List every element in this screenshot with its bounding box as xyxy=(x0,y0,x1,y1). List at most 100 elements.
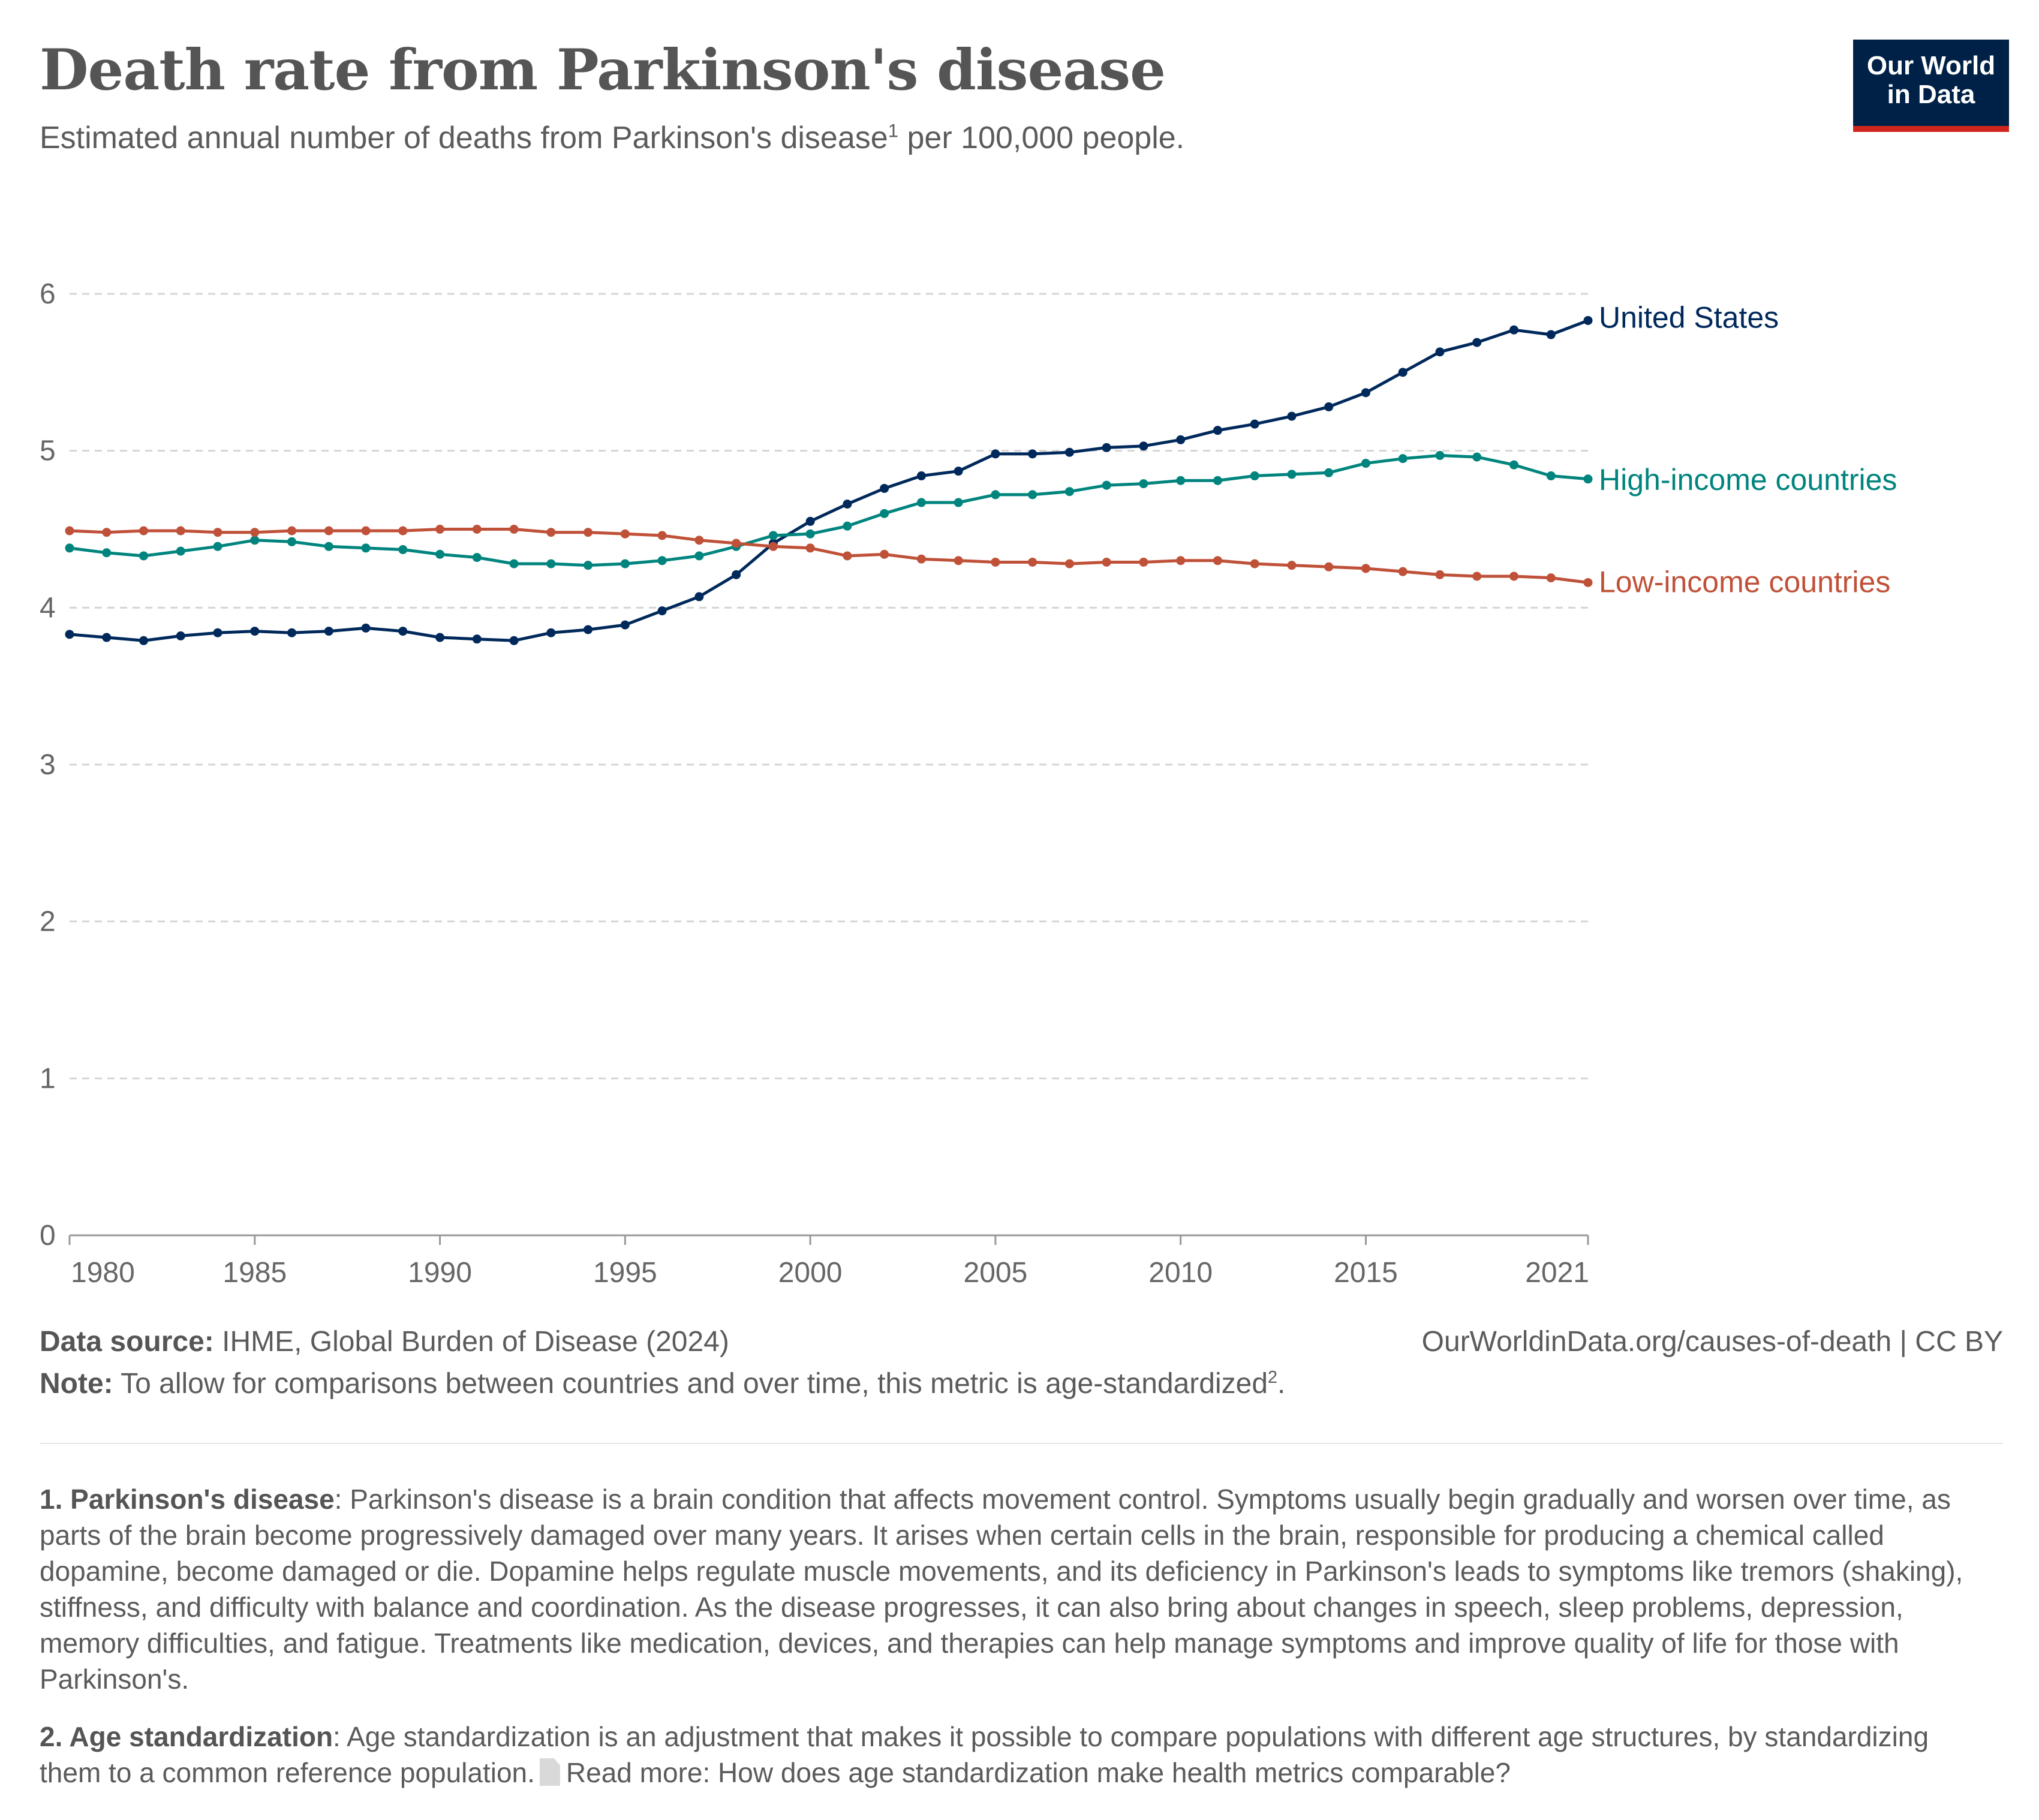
data-point xyxy=(805,529,815,539)
data-point xyxy=(250,536,260,545)
data-point xyxy=(1398,454,1408,464)
x-tick-label: 2015 xyxy=(1334,1257,1398,1289)
data-point xyxy=(1509,571,1518,581)
data-point xyxy=(1472,452,1482,462)
data-point xyxy=(102,528,112,537)
y-tick-label: 6 xyxy=(40,278,56,310)
data-point xyxy=(65,630,74,639)
data-point xyxy=(1546,471,1556,481)
logo-line-1: Our World xyxy=(1866,51,1996,80)
y-tick-label: 3 xyxy=(40,749,56,781)
x-tick-label: 1980 xyxy=(71,1257,135,1289)
data-point xyxy=(1472,571,1482,581)
data-point xyxy=(1472,338,1482,347)
data-point xyxy=(546,528,556,537)
data-point xyxy=(991,449,1000,459)
series-label: High-income countries xyxy=(1599,463,1897,497)
note-footnote-ref[interactable]: 2 xyxy=(1268,1368,1278,1387)
y-axis: 0 1 2 3 4 5 6 xyxy=(40,278,56,1252)
data-point xyxy=(176,526,185,536)
data-point xyxy=(1435,347,1445,357)
x-tick-label: 1990 xyxy=(408,1257,472,1289)
data-point xyxy=(1213,426,1222,435)
footer-divider xyxy=(40,1443,2003,1444)
data-point xyxy=(843,521,852,531)
data-point xyxy=(880,509,889,518)
source-url-link[interactable]: OurWorldinData.org/causes-of-death xyxy=(1421,1326,1892,1358)
data-point xyxy=(1102,443,1111,452)
data-point xyxy=(1435,451,1445,461)
data-point xyxy=(1361,388,1370,398)
footnote-1-text: : Parkinson's disease is a brain conditi… xyxy=(40,1484,1963,1695)
data-point xyxy=(694,536,704,545)
data-point xyxy=(1213,476,1222,485)
data-point xyxy=(732,539,741,548)
data-point xyxy=(1028,449,1037,459)
footnote-2-text: : Age standardization is an adjustment t… xyxy=(40,1721,1929,1788)
data-point xyxy=(954,556,963,565)
data-point xyxy=(398,545,408,555)
data-point xyxy=(546,628,556,637)
data-point xyxy=(65,543,74,553)
subtitle-text: Estimated annual number of deaths from P… xyxy=(40,121,888,155)
data-point xyxy=(1287,470,1297,479)
data-point xyxy=(1064,487,1074,497)
data-point xyxy=(694,592,704,601)
data-point xyxy=(435,549,445,559)
data-point xyxy=(1583,474,1593,484)
data-point xyxy=(1028,490,1037,500)
chart-subtitle: Estimated annual number of deaths from P… xyxy=(40,120,1184,156)
data-point xyxy=(1213,556,1222,565)
data-point xyxy=(472,553,482,562)
y-tick-label: 2 xyxy=(40,906,56,938)
data-point xyxy=(805,516,815,526)
data-point xyxy=(102,633,112,642)
data-point xyxy=(1176,476,1186,485)
data-point xyxy=(1546,330,1556,339)
data-point xyxy=(916,471,926,481)
footnote-2-label: 2. Age standardization xyxy=(40,1721,333,1752)
data-point xyxy=(1287,411,1297,421)
data-point xyxy=(139,526,149,536)
logo-line-2: in Data xyxy=(1887,80,1975,109)
data-point xyxy=(1028,557,1037,567)
data-point xyxy=(213,542,222,551)
data-point xyxy=(880,549,889,559)
data-point xyxy=(657,531,667,540)
data-point xyxy=(546,559,556,568)
data-point xyxy=(620,529,630,539)
data-point xyxy=(1102,480,1111,490)
data-point xyxy=(509,559,519,568)
x-tick-label: 2000 xyxy=(778,1257,843,1289)
series-line xyxy=(69,319,1589,642)
series-labels: United States High-income countries Low-in… xyxy=(1599,300,1897,598)
data-point xyxy=(398,526,408,536)
data-point xyxy=(361,543,371,553)
data-point xyxy=(472,634,482,644)
data-point xyxy=(991,490,1000,500)
data-point xyxy=(139,551,149,561)
y-tick-label: 4 xyxy=(40,592,56,624)
x-tick-label: 1995 xyxy=(593,1257,657,1289)
data-point xyxy=(102,548,112,558)
subtitle-footnote-ref[interactable]: 1 xyxy=(888,120,899,142)
x-tick-label: 2010 xyxy=(1148,1257,1213,1289)
read-more-link[interactable]: Read more: How does age standardization … xyxy=(566,1757,1511,1788)
data-point xyxy=(361,623,371,633)
data-point xyxy=(1361,564,1370,573)
series-label: Low-income countries xyxy=(1599,565,1890,598)
x-tick-label: 2005 xyxy=(964,1257,1028,1289)
footnote-2: 2. Age standardization: Age standardizat… xyxy=(40,1719,1971,1791)
data-point xyxy=(1250,559,1259,568)
data-point xyxy=(324,542,333,551)
x-tick-label: 1985 xyxy=(222,1257,287,1289)
data-source: Data source: IHME, Global Burden of Dise… xyxy=(40,1325,729,1358)
data-point xyxy=(1064,447,1074,457)
data-point xyxy=(1287,561,1297,570)
data-point xyxy=(324,627,333,636)
series-line xyxy=(69,528,1589,584)
data-point xyxy=(584,625,593,634)
data-point xyxy=(916,554,926,564)
data-point xyxy=(620,559,630,568)
owid-logo[interactable]: Our World in Data xyxy=(1853,40,2009,132)
